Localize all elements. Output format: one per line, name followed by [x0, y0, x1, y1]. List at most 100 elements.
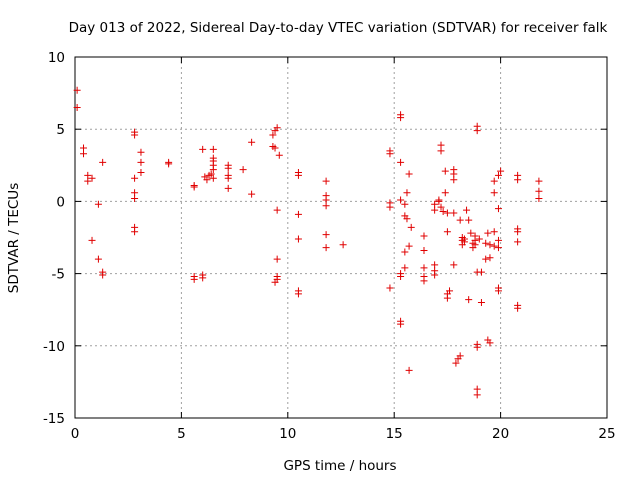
data-point [322, 202, 330, 210]
x-tick-label: 10 [279, 426, 296, 442]
data-point [248, 190, 256, 198]
data-point [431, 206, 439, 214]
data-point [209, 166, 217, 174]
data-point [443, 228, 451, 236]
data-point [94, 255, 102, 263]
data-point [199, 274, 207, 282]
data-point [490, 189, 498, 197]
data-point [294, 171, 302, 179]
data-point [239, 166, 247, 174]
data-point [456, 352, 464, 360]
data-point [475, 235, 483, 243]
data-point [199, 145, 207, 153]
data-point [386, 284, 394, 292]
data-point [224, 184, 232, 192]
data-point [401, 248, 409, 256]
data-point [94, 200, 102, 208]
grid [75, 57, 607, 418]
y-axis: -15 -10 -5 0 5 10 [43, 50, 607, 427]
x-tick-label: 25 [598, 426, 615, 442]
data-point [439, 208, 447, 216]
data-point [490, 177, 498, 185]
data-point [271, 144, 279, 152]
data-point [431, 271, 439, 279]
x-tick-label: 20 [492, 426, 509, 442]
data-point [131, 174, 139, 182]
data-point [473, 343, 481, 351]
y-axis-label: SDTVAR / TECUs [6, 183, 22, 293]
data-point [401, 200, 409, 208]
data-point [484, 229, 492, 237]
data-points [73, 86, 543, 399]
data-point [494, 171, 502, 179]
data-point [401, 264, 409, 272]
y-tick-label: 5 [56, 122, 65, 138]
data-point [397, 114, 405, 122]
data-point [420, 264, 428, 272]
data-point [450, 209, 458, 217]
plot-frame [74, 56, 608, 419]
data-point [514, 304, 522, 312]
data-point [190, 183, 198, 191]
data-point [446, 287, 454, 295]
data-point [497, 167, 505, 175]
data-point [73, 104, 81, 112]
data-point [131, 131, 139, 139]
data-point [514, 238, 522, 246]
data-point [482, 255, 490, 263]
data-point [88, 174, 96, 182]
data-point [473, 127, 481, 135]
data-point [294, 290, 302, 298]
data-point [514, 228, 522, 236]
data-point [190, 275, 198, 283]
data-point [73, 86, 81, 94]
y-tick-label: 0 [56, 194, 65, 210]
data-point [131, 228, 139, 236]
data-point [273, 275, 281, 283]
data-point [482, 239, 490, 247]
data-point [397, 272, 405, 280]
data-point [535, 187, 543, 195]
data-point [386, 203, 394, 211]
y-tick-label: -15 [43, 411, 65, 427]
x-tick-label: 5 [177, 426, 186, 442]
data-point [407, 223, 415, 231]
data-point [477, 268, 485, 276]
x-tick-label: 0 [71, 426, 80, 442]
data-point [450, 176, 458, 184]
data-point [514, 176, 522, 184]
data-point [420, 232, 428, 240]
data-point [465, 216, 473, 224]
data-point [269, 131, 277, 139]
data-point [443, 209, 451, 217]
data-point [165, 160, 173, 168]
data-point [203, 176, 211, 184]
data-point [473, 391, 481, 399]
data-point [420, 246, 428, 254]
data-point [535, 195, 543, 203]
data-point [441, 167, 449, 175]
data-point [405, 242, 413, 250]
data-point [294, 210, 302, 218]
data-point [452, 359, 460, 367]
data-point [450, 261, 458, 269]
data-point [456, 216, 464, 224]
data-point [494, 244, 502, 252]
x-tick-label: 15 [386, 426, 403, 442]
data-point [420, 277, 428, 285]
data-point [339, 241, 347, 249]
x-axis-label: GPS time / hours [283, 458, 396, 474]
data-point [471, 241, 479, 249]
data-point [275, 151, 283, 159]
data-point [460, 238, 468, 246]
data-point [465, 296, 473, 304]
data-point [397, 196, 405, 204]
data-point [80, 150, 88, 158]
y-tick-label: -10 [43, 339, 65, 355]
data-point [84, 177, 92, 185]
data-point [405, 366, 413, 374]
data-point [99, 158, 107, 166]
data-point [437, 147, 445, 155]
data-point [322, 244, 330, 252]
